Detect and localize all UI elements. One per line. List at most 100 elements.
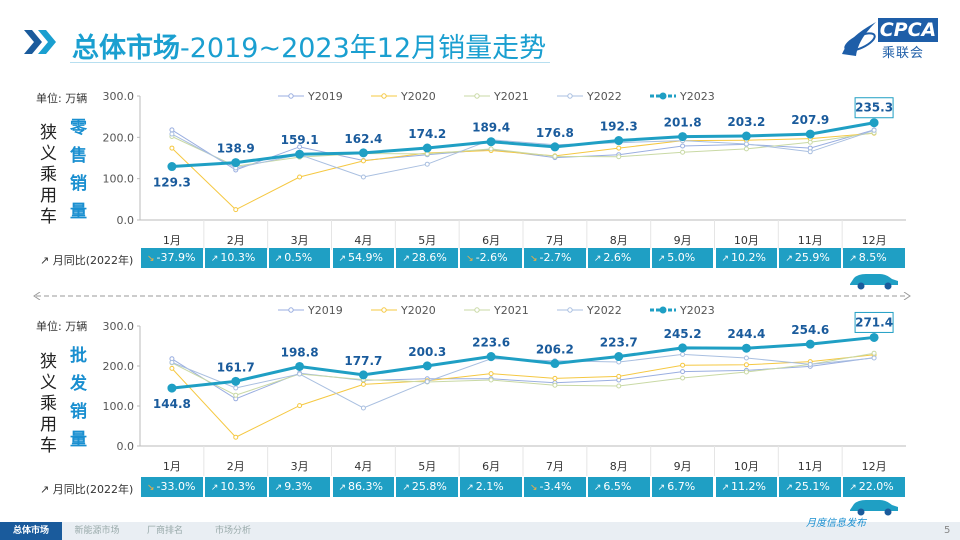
x-tick-label: 12月 — [862, 460, 887, 473]
point-Y2023 — [805, 129, 815, 139]
yoy-cell: ↗ 25.8% — [396, 477, 459, 497]
point-Y2022 — [871, 127, 877, 133]
point-Y2023 — [869, 118, 879, 128]
point-Y2020 — [233, 434, 239, 440]
yoy-cell: ↗ 10.2% — [715, 248, 778, 268]
yoy-value: 86.3% — [348, 480, 383, 493]
yoy-value: 54.9% — [348, 251, 383, 264]
yoy-cell: ↗ 0.5% — [268, 248, 331, 268]
tab-maker-ranking[interactable]: 厂商排名 — [146, 526, 183, 536]
data-label: 244.4 — [727, 327, 765, 341]
data-label: 198.8 — [281, 345, 319, 359]
point-Y2023 — [231, 376, 241, 386]
legend-marker — [659, 306, 667, 314]
data-label: 162.4 — [344, 132, 382, 146]
trend-chart-icon: ↗ — [40, 254, 53, 267]
point-Y2023 — [741, 131, 751, 141]
x-tick-label: 5月 — [418, 460, 436, 473]
legend-marker — [567, 307, 573, 313]
yoy-cell: ↗ 9.3% — [268, 477, 331, 497]
point-Y2022 — [297, 371, 303, 377]
point-Y2023 — [295, 149, 305, 159]
data-label: 223.7 — [600, 336, 638, 350]
data-label: 223.6 — [472, 336, 510, 350]
point-Y2023 — [614, 136, 624, 146]
point-Y2023 — [486, 137, 496, 147]
point-Y2022 — [807, 361, 813, 367]
tab-market-analysis[interactable]: 市场分析 — [214, 526, 251, 536]
yoy-value: 6.5% — [603, 480, 632, 493]
point-Y2022 — [360, 405, 366, 411]
point-Y2021 — [552, 153, 558, 159]
y-tick-label: 100.0 — [103, 173, 135, 186]
yoy-value: 8.5% — [858, 251, 887, 264]
point-Y2021 — [807, 139, 813, 145]
page-number: 5 — [944, 525, 951, 536]
divider-arrow-icon — [33, 292, 911, 300]
data-label: 159.1 — [281, 133, 319, 147]
point-Y2023 — [486, 352, 496, 362]
trend-down-icon: ↘ — [147, 483, 155, 493]
trend-up-icon: ↗ — [785, 254, 793, 264]
point-Y2021 — [743, 146, 749, 152]
tab-nev-market[interactable]: 新能源市场 — [74, 526, 120, 536]
point-Y2023 — [358, 148, 368, 158]
point-Y2020 — [616, 373, 622, 379]
side-label-retail: 狭义乘用车 — [40, 123, 57, 227]
cpca-logo: CPCA 乘联会 — [836, 16, 940, 64]
data-label: 144.8 — [153, 397, 191, 411]
unit-label-wholesale: 单位: 万辆 — [36, 320, 88, 333]
trend-up-icon: ↗ — [210, 483, 219, 493]
point-Y2021 — [743, 369, 749, 375]
yoy-cell: ↗ 22.0% — [843, 477, 905, 497]
legend-label: Y2023 — [679, 304, 715, 317]
yoy-cell: ↗ 86.3% — [332, 477, 395, 497]
trend-up-icon: ↗ — [721, 483, 730, 493]
point-Y2021 — [680, 375, 686, 381]
data-label: 174.2 — [408, 127, 446, 141]
data-label: 235.3 — [855, 101, 893, 115]
yoy-value: 2.6% — [603, 251, 632, 264]
data-label: 200.3 — [408, 345, 446, 359]
point-Y2020 — [552, 375, 558, 381]
data-label: 176.8 — [536, 126, 574, 140]
point-Y2023 — [550, 359, 560, 369]
point-Y2019 — [680, 369, 686, 375]
point-Y2023 — [358, 370, 368, 380]
point-Y2020 — [488, 371, 494, 377]
tab-overall-market[interactable]: 总体市场 — [0, 522, 62, 540]
yoy-value: 10.3% — [220, 251, 256, 264]
legend-label: Y2021 — [493, 90, 529, 103]
data-label: 129.3 — [153, 176, 191, 190]
yoy-value: -3.4% — [539, 480, 572, 493]
y-tick-label: 300.0 — [103, 320, 135, 333]
x-tick-label: 9月 — [674, 234, 692, 247]
x-tick-label: 12月 — [862, 234, 887, 247]
point-Y2023 — [167, 162, 177, 172]
x-tick-label: 1月 — [163, 234, 181, 247]
point-Y2020 — [297, 403, 303, 409]
data-label: 177.7 — [344, 354, 382, 368]
x-tick-label: 10月 — [734, 460, 759, 473]
trend-up-icon: ↗ — [785, 483, 793, 493]
trend-up-icon: ↗ — [849, 483, 857, 493]
trend-up-icon: ↗ — [593, 254, 602, 264]
yoy-cell: ↗ 2.6% — [587, 248, 650, 268]
legend-marker — [288, 307, 294, 313]
data-label: 206.2 — [536, 343, 574, 357]
x-tick-label: 1月 — [163, 460, 181, 473]
legend-label: Y2022 — [586, 304, 622, 317]
y-tick-label: 0.0 — [117, 214, 135, 227]
title-underline — [70, 62, 550, 63]
point-Y2019 — [680, 143, 686, 149]
x-tick-label: 4月 — [354, 460, 372, 473]
x-tick-label: 11月 — [798, 234, 823, 247]
trend-down-icon: ↘ — [530, 483, 538, 493]
yoy-value: 11.2% — [731, 480, 766, 493]
yoy-label-retail: ↗ 月同比(2022年) — [40, 254, 134, 267]
x-tick-label: 7月 — [546, 234, 564, 247]
legend-label: Y2022 — [586, 90, 622, 103]
legend-label: Y2020 — [400, 90, 436, 103]
yoy-cell: ↗ 54.9% — [332, 248, 395, 268]
yoy-cell: ↘ -33.0% — [141, 477, 203, 497]
